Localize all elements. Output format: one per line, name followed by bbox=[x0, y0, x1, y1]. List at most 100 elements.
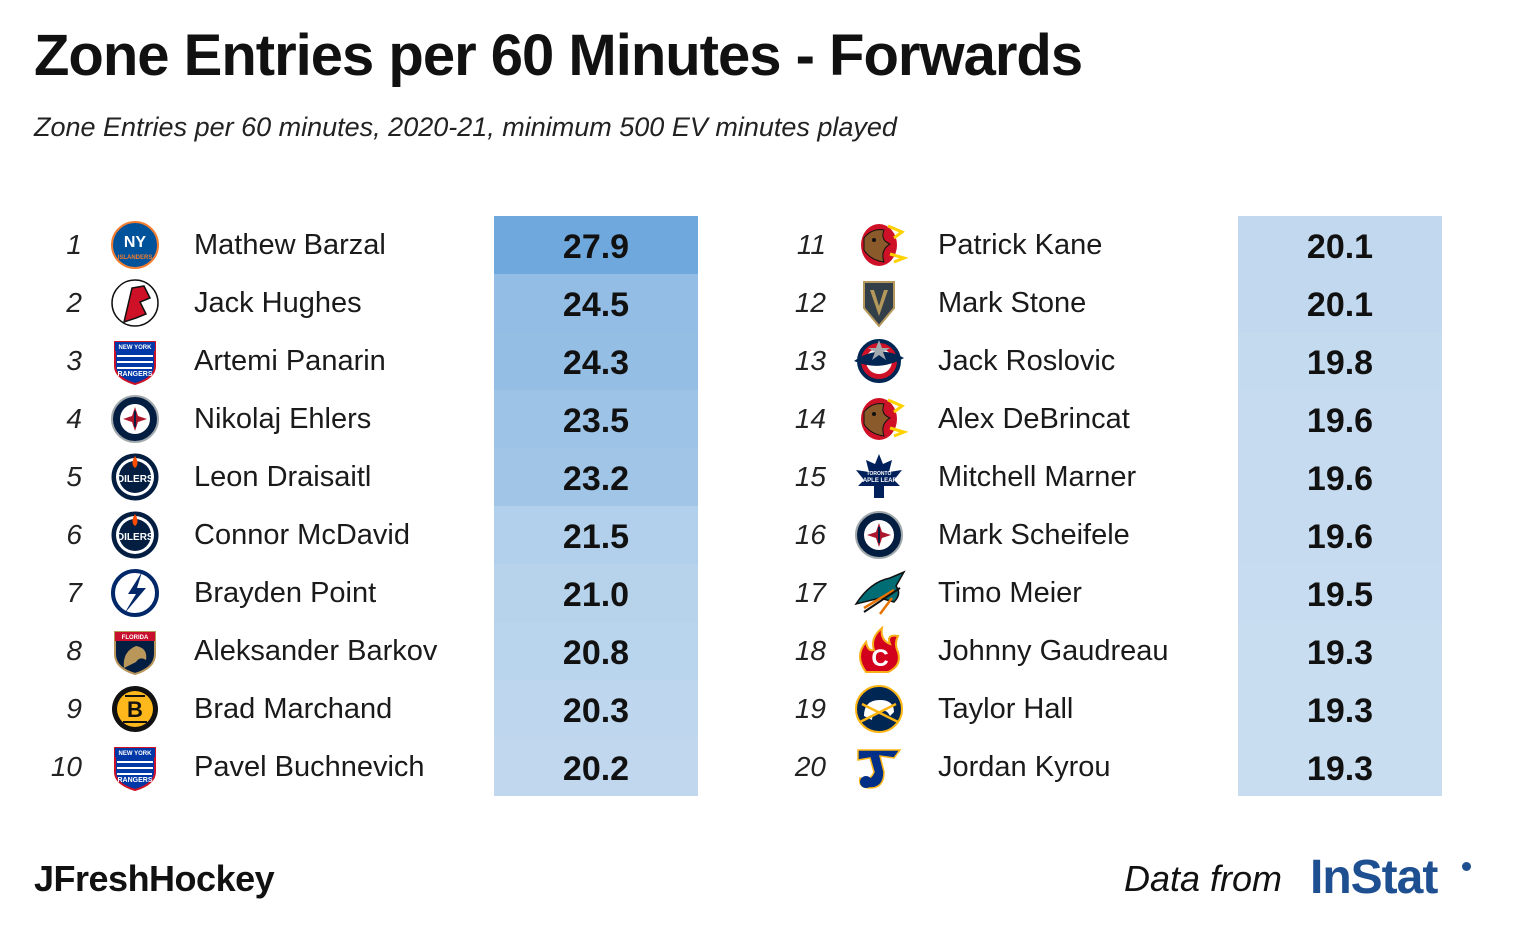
chart-subtitle: Zone Entries per 60 minutes, 2020-21, mi… bbox=[34, 112, 897, 142]
bruins-logo-icon: B bbox=[106, 684, 164, 734]
ranking-column-left: 1 NY ISLANDERS Mathew Barzal 27.9 2 Jack Hughe… bbox=[40, 216, 760, 798]
svg-text:MAPLE LEAFS: MAPLE LEAFS bbox=[858, 478, 900, 484]
sharks-logo-icon bbox=[850, 568, 908, 618]
player-name: Leon Draisaitl bbox=[194, 461, 372, 493]
value-cell: 24.3 bbox=[494, 332, 698, 390]
value-cell: 21.0 bbox=[494, 564, 698, 622]
player-name: Mathew Barzal bbox=[194, 229, 386, 261]
table-row: 5 OILERS Leon Draisaitl 23.2 bbox=[40, 448, 740, 506]
table-row: 20 Jordan Kyrou 19.3 bbox=[784, 738, 1484, 796]
jets-logo-icon bbox=[850, 510, 908, 560]
rangers-logo-icon: NEW YORK RANGERS bbox=[106, 742, 164, 792]
blackhawks-logo-icon bbox=[850, 220, 908, 270]
svg-text:NEW YORK: NEW YORK bbox=[119, 345, 153, 351]
table-row: 6 OILERS Connor McDavid 21.5 bbox=[40, 506, 740, 564]
value-cell: 20.3 bbox=[494, 680, 698, 738]
sabres-logo-icon bbox=[850, 684, 908, 734]
chart-title: Zone Entries per 60 Minutes - Forwards bbox=[34, 23, 1083, 88]
value-cell: 23.5 bbox=[494, 390, 698, 448]
rangers-logo-icon: NEW YORK RANGERS bbox=[106, 336, 164, 386]
player-name: Jack Hughes bbox=[194, 287, 362, 319]
table-row: 2 Jack Hughes 24.5 bbox=[40, 274, 740, 332]
table-row: 10 NEW YORK RANGERS Pavel Buchnevich 20.2 bbox=[40, 738, 740, 796]
rank-label: 7 bbox=[66, 577, 82, 608]
instat-logo: InStat bbox=[1310, 851, 1438, 904]
table-row: 4 Nikolaj Ehlers 23.5 bbox=[40, 390, 740, 448]
rank-label: 14 bbox=[794, 403, 826, 434]
value-cell: 19.3 bbox=[1238, 738, 1442, 796]
devils-logo-icon bbox=[106, 278, 164, 328]
value-cell: 19.6 bbox=[1238, 506, 1442, 564]
value-cell: 19.8 bbox=[1238, 332, 1442, 390]
table-row: 16 Mark Scheifele 19.6 bbox=[784, 506, 1484, 564]
rank-label: 20 bbox=[794, 751, 826, 782]
table-row: 1 NY ISLANDERS Mathew Barzal 27.9 bbox=[40, 216, 740, 274]
table-row: 12 Mark Stone 20.1 bbox=[784, 274, 1484, 332]
svg-text:NEW YORK: NEW YORK bbox=[119, 751, 153, 757]
player-name: Mitchell Marner bbox=[938, 461, 1137, 493]
value-cell: 19.6 bbox=[1238, 448, 1442, 506]
ranking-column-right: 11 Patrick Kane 20.1 12 Mark Stone 20.1 13 Jack… bbox=[784, 216, 1504, 798]
credit-label: JFreshHockey bbox=[34, 858, 275, 899]
player-name: Brayden Point bbox=[194, 577, 377, 609]
player-name: Johnny Gaudreau bbox=[938, 635, 1169, 667]
player-name: Pavel Buchnevich bbox=[194, 751, 425, 783]
rank-label: 18 bbox=[794, 635, 826, 666]
table-row: 11 Patrick Kane 20.1 bbox=[784, 216, 1484, 274]
value-cell: 20.8 bbox=[494, 622, 698, 680]
rank-label: 4 bbox=[66, 403, 82, 434]
oilers-logo-icon: OILERS bbox=[106, 452, 164, 502]
value-cell: 19.6 bbox=[1238, 390, 1442, 448]
value-cell: 20.1 bbox=[1238, 274, 1442, 332]
player-name: Aleksander Barkov bbox=[194, 635, 438, 667]
oilers-logo-icon: OILERS bbox=[106, 510, 164, 560]
svg-text:TORONTO: TORONTO bbox=[867, 471, 892, 477]
svg-text:FLORIDA: FLORIDA bbox=[122, 635, 149, 641]
value-cell: 23.2 bbox=[494, 448, 698, 506]
table-row: 9 B Brad Marchand 20.3 bbox=[40, 680, 740, 738]
rank-label: 6 bbox=[66, 519, 82, 550]
rank-label: 19 bbox=[794, 693, 826, 724]
table-row: 8 FLORIDA Aleksander Barkov 20.8 bbox=[40, 622, 740, 680]
rank-label: 12 bbox=[794, 287, 826, 318]
data-from-label: Data from bbox=[1124, 858, 1283, 899]
flames-logo-icon: C bbox=[850, 626, 908, 676]
svg-text:C: C bbox=[871, 645, 888, 672]
player-name: Jordan Kyrou bbox=[938, 751, 1111, 783]
svg-text:RANGERS: RANGERS bbox=[117, 777, 152, 784]
player-name: Mark Stone bbox=[938, 287, 1087, 319]
table-row: 7 Brayden Point 21.0 bbox=[40, 564, 740, 622]
islanders-logo-icon: NY ISLANDERS bbox=[106, 220, 164, 270]
rank-label: 3 bbox=[66, 345, 82, 376]
lightning-logo-icon bbox=[106, 568, 164, 618]
player-name: Mark Scheifele bbox=[938, 519, 1130, 551]
svg-text:B: B bbox=[127, 697, 143, 722]
table-row: 15 TORONTO MAPLE LEAFS Mitchell Marner 19.6 bbox=[784, 448, 1484, 506]
jets-logo-icon bbox=[106, 394, 164, 444]
player-name: Jack Roslovic bbox=[938, 345, 1116, 377]
svg-text:OILERS: OILERS bbox=[116, 474, 154, 485]
svg-text:RANGERS: RANGERS bbox=[117, 371, 152, 378]
table-row: 13 Jack Roslovic 19.8 bbox=[784, 332, 1484, 390]
svg-text:ISLANDERS: ISLANDERS bbox=[118, 255, 153, 261]
player-name: Taylor Hall bbox=[938, 693, 1074, 725]
rank-label: 5 bbox=[66, 461, 82, 492]
maple-leafs-logo-icon: TORONTO MAPLE LEAFS bbox=[850, 452, 908, 502]
rank-label: 1 bbox=[66, 229, 82, 260]
instat-logo-dot bbox=[1462, 862, 1471, 871]
value-cell: 19.3 bbox=[1238, 680, 1442, 738]
table-row: 19 Taylor Hall 19.3 bbox=[784, 680, 1484, 738]
golden-knights-logo-icon bbox=[850, 278, 908, 328]
player-name: Patrick Kane bbox=[938, 229, 1103, 261]
svg-text:OILERS: OILERS bbox=[116, 532, 154, 543]
value-cell: 19.3 bbox=[1238, 622, 1442, 680]
value-cell: 19.5 bbox=[1238, 564, 1442, 622]
value-cell: 20.1 bbox=[1238, 216, 1442, 274]
value-cell: 24.5 bbox=[494, 274, 698, 332]
rank-label: 15 bbox=[794, 461, 826, 492]
player-name: Timo Meier bbox=[938, 577, 1082, 609]
player-name: Connor McDavid bbox=[194, 519, 410, 551]
panthers-logo-icon: FLORIDA bbox=[106, 626, 164, 676]
table-row: 14 Alex DeBrincat 19.6 bbox=[784, 390, 1484, 448]
rank-label: 10 bbox=[50, 751, 82, 782]
